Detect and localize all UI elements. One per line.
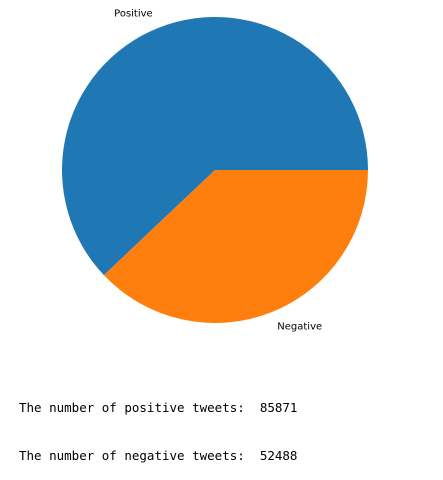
pie-chart: Positive Negative: [62, 9, 369, 332]
negative-count-label: The number of negative tweets:: [19, 448, 260, 463]
pie-slice-positive: [62, 17, 369, 276]
pie-label-negative: Negative: [277, 321, 322, 332]
pie-label-positive: Positive: [114, 9, 153, 20]
negative-count-value: 52488: [259, 448, 298, 463]
negative-count-line: The number of negative tweets: 52488: [19, 448, 297, 464]
positive-count-value: 85871: [259, 400, 298, 415]
output-text: The number of positive tweets: 85871 The…: [19, 368, 297, 480]
positive-count-line: The number of positive tweets: 85871: [19, 400, 297, 416]
pie-slice-negative: [103, 170, 368, 323]
positive-count-label: The number of positive tweets:: [19, 400, 260, 415]
pie-chart-svg: Positive Negative: [62, 9, 369, 332]
